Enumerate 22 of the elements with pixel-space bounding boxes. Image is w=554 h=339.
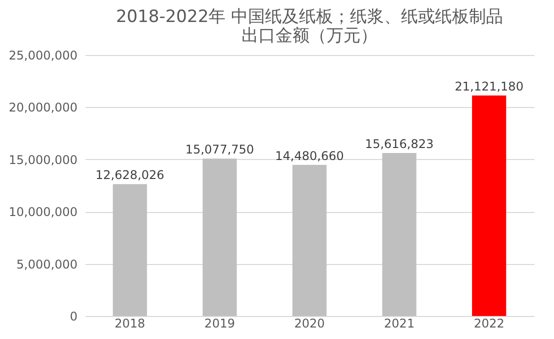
bar [382, 152, 416, 316]
data-label: 14,480,660 [275, 148, 344, 163]
bar [292, 164, 327, 316]
bar [202, 158, 237, 316]
data-label: 12,628,026 [96, 168, 164, 182]
data-label: 15,077,750 [185, 142, 254, 157]
y-tick-label: 0 [70, 310, 78, 324]
bar [472, 95, 506, 316]
x-tick-label: 2020 [294, 316, 325, 330]
x-tick-label: 2022 [474, 316, 504, 330]
data-label: 15,616,823 [364, 136, 434, 151]
data-label: 21,121,180 [454, 79, 524, 94]
y-tick-label: 15,000,000 [8, 152, 78, 167]
x-tick-label: 2018 [114, 316, 146, 330]
x-tick-label: 2021 [384, 316, 415, 330]
x-tick-label: 2019 [204, 316, 235, 330]
y-tick-label: 25,000,000 [8, 48, 78, 62]
y-tick-label: 5,000,000 [16, 257, 78, 272]
y-tick-label: 10,000,000 [8, 205, 78, 220]
y-tick-label: 20,000,000 [8, 100, 78, 115]
chart-title: 2018-2022年 中国纸及纸板；纸浆、纸或纸板制品出口金额（万元） [116, 7, 504, 46]
bar [112, 184, 147, 316]
